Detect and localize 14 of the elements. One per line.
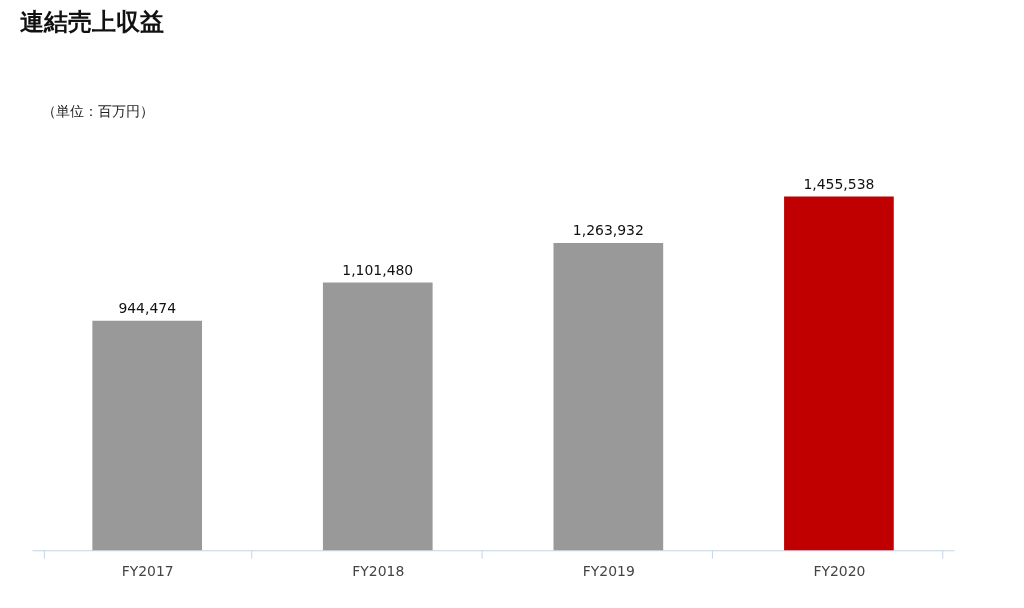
x-tick-label: FY2018 [352, 562, 405, 579]
x-tick-label: FY2020 [813, 562, 866, 579]
bar [553, 243, 664, 551]
bar [322, 282, 433, 551]
data-label: 1,101,480 [342, 261, 414, 278]
data-label: 1,263,932 [572, 222, 644, 239]
x-tick-label: FY2019 [582, 562, 635, 579]
x-tick-label: FY2017 [121, 562, 174, 579]
text: （単位：百万円） [41, 102, 154, 119]
data-label: 1,455,538 [803, 175, 875, 192]
chart-title: 連結売上収益 [19, 7, 164, 36]
bar [784, 196, 894, 551]
bar [92, 320, 203, 551]
data-label: 944,474 [118, 299, 177, 316]
